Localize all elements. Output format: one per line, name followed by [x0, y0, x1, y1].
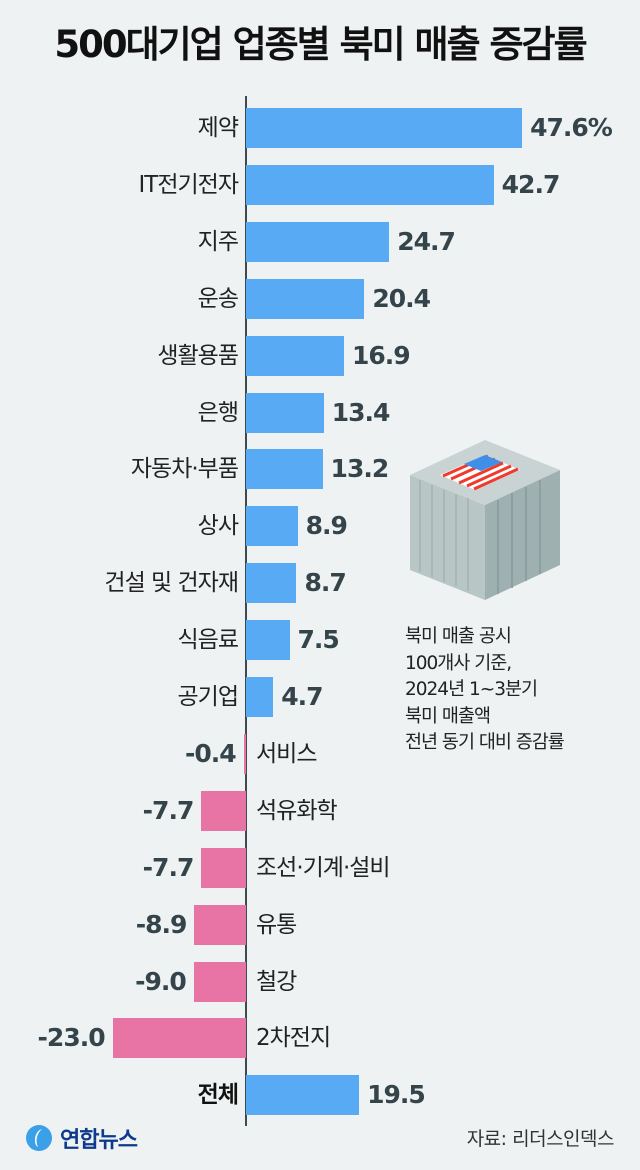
bar: [246, 164, 494, 205]
category-label: 은행: [197, 399, 239, 426]
value-label: -8.9: [135, 909, 188, 939]
yonhap-logo-icon: [26, 1125, 52, 1151]
note-line: 북미 매출액: [405, 705, 491, 727]
note-line: 북미 매출 공시: [405, 626, 512, 647]
chart-note: 북미 매출 공시 100개사 기준, 2024년 1~3분기 북미 매출액 전년…: [405, 624, 565, 757]
category-label: 서비스: [256, 740, 317, 767]
value-label: -9.0: [135, 966, 187, 996]
value-label: 8.9: [305, 511, 348, 541]
bar: [246, 1075, 360, 1116]
value-label: 13.4: [331, 397, 391, 427]
category-label: 석유화학: [256, 797, 338, 824]
category-label: 공기업: [177, 684, 239, 710]
bar: [194, 904, 246, 945]
chart-title: 500대기업 업종별 북미 매출 증감률: [54, 23, 587, 66]
bar: [246, 221, 390, 262]
value-label: -23.0: [37, 1023, 106, 1053]
shipping-container-illustration: [410, 440, 560, 600]
category-label: 식음료: [177, 627, 239, 654]
bar: [201, 790, 246, 831]
value-label: -7.7: [142, 852, 195, 882]
category-label: 자동차·부품: [130, 456, 239, 483]
bar: [246, 449, 323, 490]
category-label: 제약: [197, 115, 239, 141]
value-label: 20.4: [372, 283, 431, 313]
bar: [246, 563, 297, 604]
value-label: -0.4: [185, 738, 237, 768]
bar: [201, 847, 246, 888]
value-label: 42.7: [501, 169, 561, 199]
bar: [112, 1018, 246, 1059]
category-label: 조선·기계·설비: [256, 854, 391, 881]
zero-axis: [245, 96, 247, 1126]
category-label: IT전기전자: [138, 171, 239, 198]
value-label: 24.7: [397, 226, 456, 256]
value-label: 8.7: [304, 568, 346, 598]
bar: [246, 278, 365, 319]
bar: [246, 392, 324, 433]
value-label: 13.2: [330, 454, 390, 484]
us-flag-icon: [440, 454, 520, 491]
category-label: 지주: [197, 228, 239, 255]
bar: [246, 335, 345, 376]
category-label: 전체: [197, 1082, 239, 1109]
logo-text: 연합뉴스: [60, 1128, 138, 1153]
category-label: 상사: [197, 513, 239, 540]
category-label: 유통: [256, 911, 297, 938]
source-text: 자료: 리더스인덱스: [466, 1128, 615, 1150]
value-label: -7.7: [142, 795, 195, 825]
bar: [246, 108, 523, 148]
value-label: 4.7: [281, 682, 323, 711]
category-label: 운송: [197, 285, 239, 312]
value-label: 7.5: [297, 625, 340, 655]
category-label: 2차전지: [256, 1025, 331, 1052]
bar: [246, 506, 298, 547]
category-label: 건설 및 건자재: [104, 570, 239, 597]
bar: [246, 677, 274, 717]
note-line: 100개사 기준,: [405, 652, 512, 674]
value-label: 19.5: [367, 1080, 426, 1110]
yonhap-logo: 연합뉴스: [24, 1122, 138, 1154]
value-label: 16.9: [352, 340, 411, 370]
bar: [246, 620, 290, 661]
bar: [193, 961, 246, 1002]
bar: [243, 733, 246, 774]
category-label: 생활용품: [157, 342, 239, 369]
category-label: 철강: [256, 968, 297, 995]
value-label: 47.6%: [530, 113, 613, 142]
note-line: 전년 동기 대비 증감률: [405, 732, 565, 753]
note-line: 2024년 1~3분기: [405, 679, 538, 700]
